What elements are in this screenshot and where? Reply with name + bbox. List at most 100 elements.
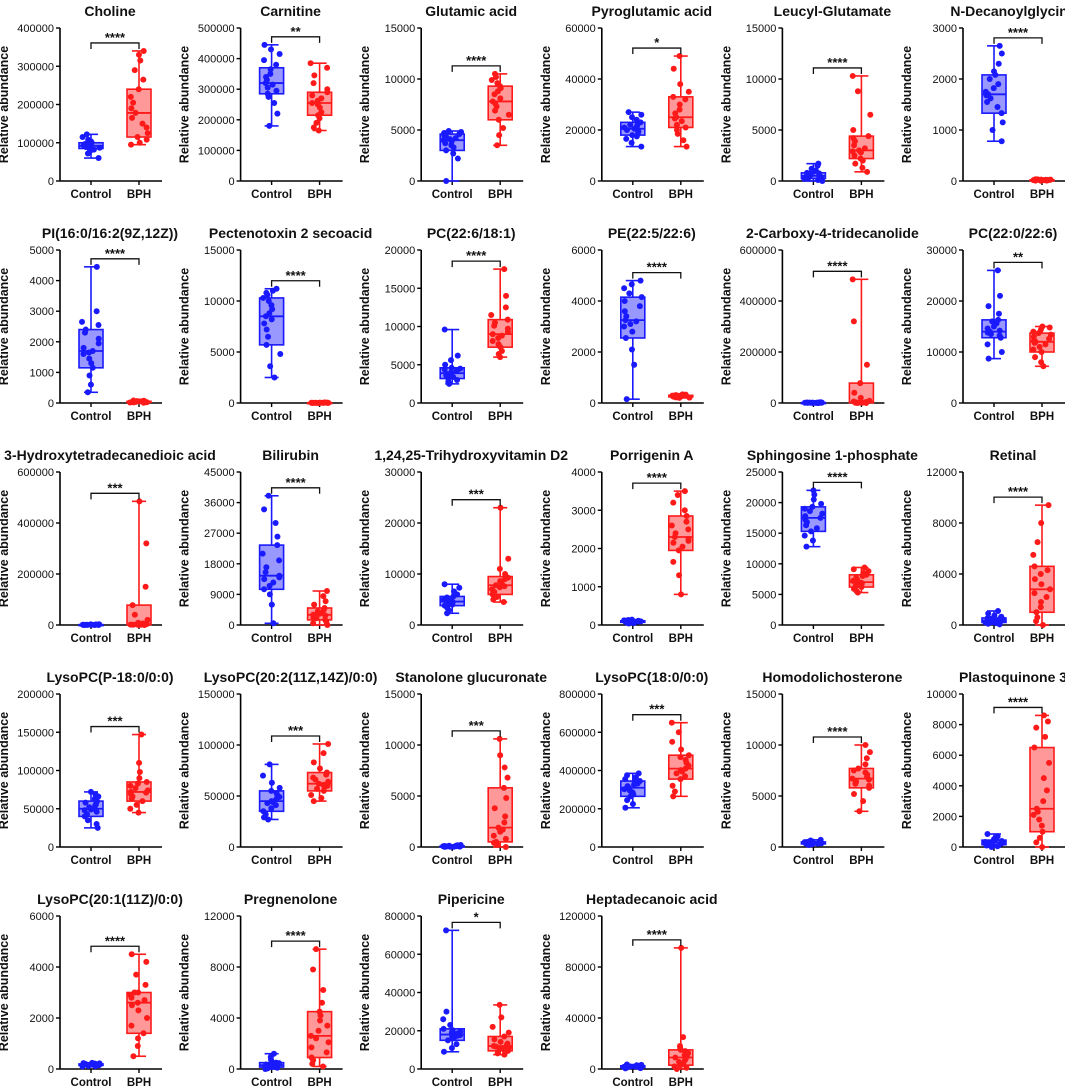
data-point-bph	[135, 51, 142, 58]
x-tick-label-control: Control	[432, 189, 473, 201]
x-tick-label-control: Control	[251, 411, 292, 423]
y-tick-label: 200000	[17, 100, 54, 112]
data-point-control	[263, 73, 270, 80]
data-point-control	[636, 303, 643, 310]
data-point-control	[451, 588, 458, 595]
data-point-control	[621, 308, 628, 315]
data-point-bph	[670, 499, 677, 506]
data-point-control	[277, 351, 284, 358]
data-point-bph	[670, 65, 677, 72]
data-point-control	[443, 594, 450, 601]
data-point-bph	[136, 769, 143, 776]
data-point-bph	[494, 142, 501, 149]
data-point-bph	[312, 399, 319, 406]
y-tick-label: 300000	[17, 61, 54, 73]
data-point-control	[994, 607, 1001, 614]
data-point-control	[446, 136, 453, 143]
data-point-bph	[1036, 834, 1043, 841]
y-tick-label: 0	[951, 176, 957, 188]
significance-bracket	[451, 730, 501, 737]
chart-panel-2: Carnitine Relative abundance 0 100000 200000…	[178, 3, 343, 201]
data-point-control	[268, 46, 275, 53]
x-tick-label-bph: BPH	[127, 633, 151, 645]
data-point-bph	[132, 109, 139, 116]
data-point-control	[261, 586, 268, 593]
data-point-control	[273, 285, 280, 292]
data-point-bph	[862, 761, 869, 768]
y-axis-label: Relative abundance	[178, 46, 192, 163]
data-point-bph	[849, 276, 856, 283]
significance-label: ****	[827, 469, 848, 484]
data-point-bph	[144, 130, 151, 137]
y-tick-label: 4000	[933, 781, 957, 793]
chart-title: LysoPC(P-18:0/0:0)	[46, 669, 173, 685]
data-point-bph	[493, 838, 500, 845]
data-point-bph	[672, 1054, 679, 1061]
significance-label: ****	[285, 268, 306, 283]
x-tick-label-bph: BPH	[1030, 189, 1054, 201]
data-point-bph	[320, 750, 327, 757]
data-point-control	[633, 318, 640, 325]
data-point-bph	[504, 774, 511, 781]
data-point-bph	[1030, 811, 1037, 818]
data-point-control	[85, 136, 92, 143]
data-point-control	[82, 799, 89, 806]
data-point-bph	[671, 1063, 678, 1070]
data-point-bph	[501, 819, 508, 826]
chart-panel-24: Plastoquinone 3 Relative abundance 0 2000 40…	[900, 669, 1065, 867]
data-point-bph	[488, 77, 495, 84]
data-point-bph	[1047, 331, 1054, 338]
data-point-bph	[497, 1038, 504, 1045]
data-point-bph	[324, 1022, 331, 1029]
data-point-bph	[1042, 176, 1049, 183]
data-point-bph	[501, 1033, 508, 1040]
y-tick-label: 0	[228, 176, 234, 188]
data-point-control	[994, 833, 1001, 840]
data-point-bph	[137, 57, 144, 64]
data-point-bph	[139, 120, 146, 127]
y-tick-label: 0	[48, 620, 54, 632]
data-point-bph	[672, 530, 679, 537]
significance-label: ****	[827, 258, 848, 273]
data-point-control	[92, 791, 99, 798]
y-axis-label: Relative abundance	[900, 268, 914, 385]
data-point-control	[445, 128, 452, 135]
significance-label: ****	[647, 260, 668, 275]
data-point-bph	[504, 325, 511, 332]
chart-title: Bilirubin	[262, 447, 319, 463]
data-point-control	[624, 783, 631, 790]
data-point-control	[998, 838, 1005, 845]
data-point-bph	[128, 951, 135, 958]
data-point-control	[803, 399, 810, 406]
data-point-bph	[314, 785, 321, 792]
y-tick-label: 400000	[740, 296, 777, 308]
y-tick-label: 12000	[204, 911, 235, 923]
data-point-control	[86, 372, 93, 379]
chart-panel-5: Leucyl-Glutamate Relative abundance 0 5000 1…	[719, 3, 891, 201]
data-point-control	[629, 132, 636, 139]
y-axis-label: Relative abundance	[719, 268, 733, 385]
data-point-control	[810, 487, 817, 494]
data-point-control	[985, 610, 992, 617]
data-point-control	[93, 263, 100, 270]
data-point-control	[271, 99, 278, 106]
data-point-bph	[683, 518, 690, 525]
data-point-bph	[143, 136, 150, 143]
data-point-control	[268, 798, 275, 805]
data-point-bph	[136, 498, 143, 505]
data-point-control	[268, 779, 275, 786]
data-point-control	[263, 1061, 270, 1068]
y-tick-label: 0	[228, 842, 234, 854]
data-point-control	[624, 797, 631, 804]
y-axis-label: Relative abundance	[178, 268, 192, 385]
data-point-bph	[1038, 359, 1045, 366]
data-point-control	[96, 1060, 103, 1067]
data-point-bph	[500, 599, 507, 606]
x-tick-label-control: Control	[71, 633, 112, 645]
data-point-control	[440, 1016, 447, 1023]
y-axis-label: Relative abundance	[0, 712, 11, 829]
x-tick-label-control: Control	[612, 633, 653, 645]
x-tick-label-control: Control	[793, 855, 834, 867]
chart-title: Stanolone glucuronate	[395, 669, 547, 685]
y-tick-label: 600000	[559, 727, 596, 739]
